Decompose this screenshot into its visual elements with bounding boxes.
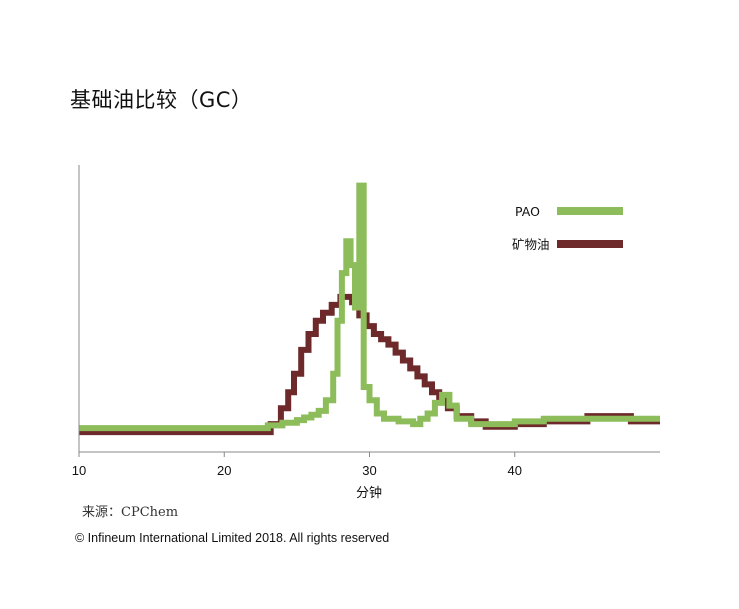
x-tick-label: 30 <box>362 463 376 478</box>
legend-label-mineral: 矿物油 <box>512 237 550 252</box>
legend: PAO 矿物油 <box>512 204 623 252</box>
x-tick-label: 40 <box>508 463 522 478</box>
series-line-mineral <box>79 293 660 436</box>
legend-label-pao: PAO <box>515 204 540 219</box>
series-layer <box>79 182 660 436</box>
x-tick-label: 20 <box>217 463 231 478</box>
x-tick-label: 10 <box>72 463 86 478</box>
source-note: 来源：CPChem <box>82 505 179 520</box>
series-line-pao <box>79 182 660 432</box>
copyright-note: © Infineum International Limited 2018. A… <box>75 531 390 545</box>
tick-layer: 10 20 30 40 <box>72 452 522 478</box>
chart-title: 基础油比较（GC） <box>70 88 253 112</box>
x-axis-title: 分钟 <box>356 485 382 501</box>
